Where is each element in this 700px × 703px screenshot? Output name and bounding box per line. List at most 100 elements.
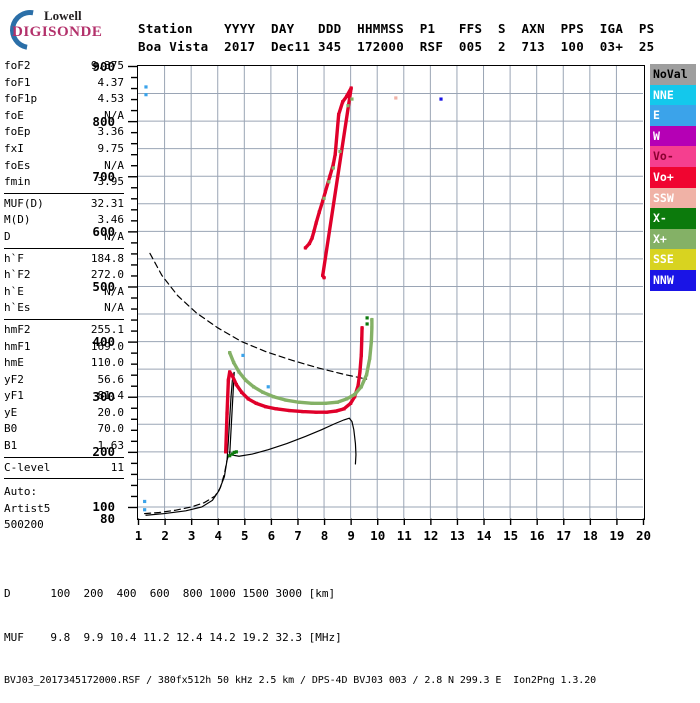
station-header: Station YYYY DAY DDD HHMMSS P1 FFS S AXN… [138,20,655,56]
param-key: B1 [4,439,18,453]
y-axis-tick-label: 400 [92,334,115,350]
param-row: h`F2 272.0 [4,267,124,284]
param-key: C-level [4,460,51,474]
x-axis-tick-label: 5 [241,528,249,543]
param-value: 9.75 [97,141,125,155]
param-value: 255.1 [90,322,124,336]
param-key: foEp [4,125,31,139]
param-row: hmE 110.0 [4,355,124,372]
param-row: C-level 11 [4,460,124,477]
x-axis-tick-label: 20 [635,528,652,543]
panel-divider [4,247,124,249]
param-row: yE 20.0 [4,405,124,422]
y-axis-tick-label: 300 [92,389,115,405]
x-axis-tick-label: 11 [396,528,412,543]
param-row: h`F 184.8 [4,251,124,268]
panel-divider [4,478,124,480]
param-row: fmin 3.95 [4,174,124,191]
autoscaler-info: Auto: Artist5 500200 [4,484,50,534]
legend-item-vo-[interactable]: Vo- [650,146,696,167]
legend-item-vo-[interactable]: Vo+ [650,166,696,188]
param-value: 1.63 [97,439,125,453]
legend-item-e[interactable]: E [650,105,696,126]
param-value: 169.0 [90,339,124,353]
footer-distance-line: D 100 200 400 600 800 1000 1500 3000 [km… [4,587,336,600]
ionogram-parameters-panel: foF2 9.375 foF1 4.37 foF1p 4.53 foE N/A foEp… [4,58,124,481]
footer-muf-line: MUF 9.8 9.9 10.4 11.2 12.4 14.2 19.2 32.… [4,630,342,644]
lowell-digisonde-logo: Lowell DIGISONDE [2,2,128,58]
param-value: 3.46 [97,213,125,227]
legend-item-sse[interactable]: SSE [650,249,696,270]
legend-item-w[interactable]: W [650,125,696,147]
param-row: B0 70.0 [4,421,124,438]
param-key: foF1 [4,75,31,89]
param-key: h`Es [4,301,31,315]
param-key: hmF2 [4,322,31,336]
polarization-legend: NoVal NNE E W Vo- Vo+ SSW X- X+ SSE NNW [650,64,696,291]
legend-item-x-[interactable]: X- [650,208,696,229]
ionogram-plot[interactable] [137,65,645,520]
ionogram-canvas [138,66,643,518]
param-value: 20.0 [97,405,125,419]
param-row: yF2 56.6 [4,372,124,389]
param-value: N/A [104,158,124,172]
param-row: foEs N/A [4,158,124,175]
header-values-line: Boa Vista 2017 Dec11 345 172000 RSF 005 … [138,39,655,54]
param-value: N/A [104,284,124,298]
legend-item-noval[interactable]: NoVal [650,64,696,85]
legend-item-x-[interactable]: X+ [650,228,696,250]
param-key: fmin [4,175,31,189]
param-key: M(D) [4,213,31,227]
param-key: foF2 [4,59,31,72]
param-value: 9.375 [90,59,124,72]
axis-ticks [128,65,645,525]
param-row: h`E N/A [4,284,124,301]
param-row: fxI 9.75 [4,141,124,158]
param-row: foE N/A [4,108,124,125]
x-axis-tick-label: 6 [267,528,276,543]
param-key: B0 [4,422,18,436]
param-group-muf: MUF(D) 32.31 M(D) 3.46 D N/A [4,196,124,246]
panel-divider [4,318,124,320]
param-value: 81.4 [97,389,125,403]
y-axis-tick-label: 80 [99,510,115,526]
param-key: fxI [4,141,24,155]
panel-divider [4,192,124,194]
logo-lowell-text: Lowell [44,8,82,23]
param-row: yF1 81.4 [4,388,124,405]
param-key: h`F2 [4,268,31,282]
legend-item-nne[interactable]: NNE [650,84,696,106]
param-key: hmF1 [4,339,31,353]
param-value: 70.0 [97,422,125,436]
y-axis-tick-label: 700 [92,168,115,184]
x-axis-tick-label: 17 [556,528,572,543]
param-row: hmF2 255.1 [4,322,124,339]
x-axis-tick-label: 8 [320,528,329,543]
param-key: MUF(D) [4,196,44,210]
param-row: MUF(D) 32.31 [4,196,124,213]
param-value: 3.95 [97,175,125,189]
y-axis-tick-label: 600 [92,223,115,239]
param-value: 4.53 [97,92,125,106]
x-axis-tick-label: 12 [423,528,439,543]
param-row: M(D) 3.46 [4,212,124,229]
param-value: 4.37 [97,75,125,89]
x-axis-tick-label: 1 [134,528,143,543]
y-axis-tick-label: 100 [92,499,115,515]
param-row: foF1p 4.53 [4,91,124,108]
y-axis-tick-label: 800 [92,113,115,129]
panel-divider [4,456,124,458]
param-row: D N/A [4,229,124,246]
param-group-virtual-heights: h`F 184.8 h`F2 272.0 h`E N/A h`Es N/A [4,251,124,317]
param-key: foF1p [4,92,38,106]
param-row: B1 1.63 [4,438,124,455]
y-axis-tick-label: 500 [92,278,115,294]
legend-item-ssw[interactable]: SSW [650,187,696,209]
param-value: 110.0 [90,356,124,370]
param-value: N/A [104,301,124,315]
legend-item-nnw[interactable]: NNW [650,269,696,291]
x-axis-tick-label: 7 [294,528,302,543]
y-axis-tick-label: 200 [92,444,115,460]
param-value: 56.6 [97,372,125,386]
param-row: h`Es N/A [4,300,124,317]
